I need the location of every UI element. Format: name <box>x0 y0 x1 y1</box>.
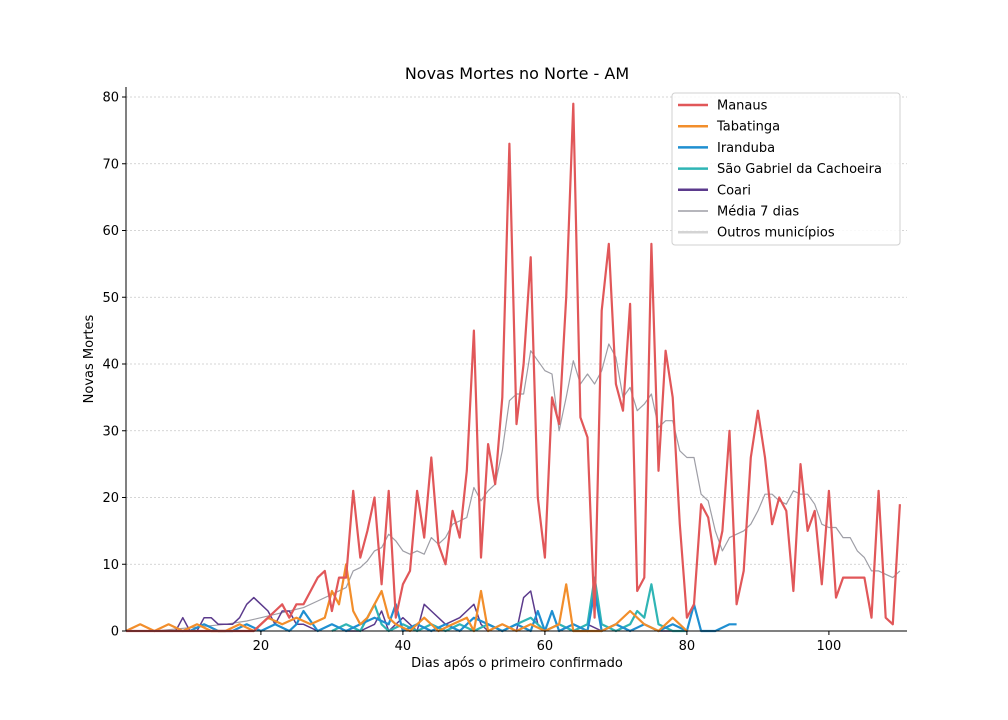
legend-box <box>671 92 901 246</box>
y-tick-label: 60 <box>102 224 119 239</box>
y-ticks: 0 10 20 30 40 50 60 70 80 <box>102 91 126 640</box>
series-line-5 <box>126 343 901 632</box>
y-tick-label: 40 <box>102 358 119 373</box>
legend-label-1: Tabatinga <box>716 120 780 135</box>
y-tick-label: 50 <box>102 291 119 306</box>
y-tick-label: 0 <box>111 625 119 640</box>
legend-label-6: Outros municípios <box>717 226 835 241</box>
y-axis-label: Novas Mortes <box>82 314 97 403</box>
y-tick-label: 10 <box>102 558 119 573</box>
chart-title: Novas Mortes no Norte - AM <box>405 64 629 83</box>
series-line-0 <box>126 102 901 633</box>
x-ticks: 20 40 60 80 100 <box>253 631 841 654</box>
x-tick-label: 40 <box>395 639 412 654</box>
legend: Manaus Tabatinga Iranduba São Gabriel da Ca… <box>671 92 901 246</box>
y-tick-label: 30 <box>102 424 119 439</box>
legend-label-3: São Gabriel da Cachoeira <box>717 162 882 177</box>
axes <box>125 87 907 632</box>
legend-label-0: Manaus <box>717 99 768 114</box>
x-axis-label: Dias após o primeiro confirmado <box>411 656 623 671</box>
legend-label-4: Coari <box>717 183 751 198</box>
y-tick-label: 70 <box>102 157 119 172</box>
x-tick-label: 80 <box>679 639 696 654</box>
y-tick-label: 80 <box>102 91 119 106</box>
x-tick-label: 20 <box>253 639 270 654</box>
x-tick-label: 60 <box>537 639 554 654</box>
legend-label-5: Média 7 dias <box>717 205 799 220</box>
legend-label-2: Iranduba <box>717 141 775 156</box>
plot-area <box>125 102 901 633</box>
x-tick-label: 100 <box>816 639 841 654</box>
y-tick-label: 20 <box>102 491 119 506</box>
